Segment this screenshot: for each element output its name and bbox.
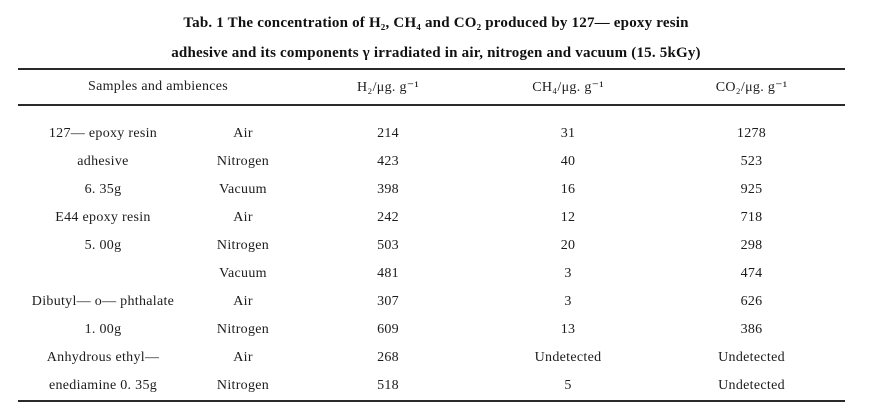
cell-co2-value: 474 <box>740 266 763 281</box>
table-row: E44 epoxy resin Air 242 12 718 <box>18 204 845 232</box>
cell-h2-value: 214 <box>377 126 399 141</box>
cell-ch4-value: 3 <box>564 266 572 281</box>
col-header-co2: CO₂/μg. g⁻¹ <box>658 68 846 106</box>
cell-sample: adhesive <box>77 154 129 169</box>
table-row: 1. 00g Nitrogen 609 13 386 <box>18 316 845 344</box>
cell-h2-value: 609 <box>377 322 399 337</box>
caption-line-2: adhesive and its components γ irradiated… <box>171 45 701 61</box>
cell-ch4-value: 12 <box>560 210 576 225</box>
cell-ambience: Air <box>233 294 253 309</box>
cell-sample: 127— epoxy resin <box>48 126 158 141</box>
data-table: Samples and ambiences H₂/μg. g⁻¹ CH₄/μg.… <box>18 68 846 402</box>
table-row: enediamine 0. 35g Nitrogen 518 5 Undetected <box>18 372 846 402</box>
cell-ambience: Air <box>233 350 253 365</box>
cell-ambience: Nitrogen <box>216 238 270 253</box>
cell-ch4-value: Undetected <box>534 350 602 365</box>
cell-co2-value: 298 <box>740 238 763 253</box>
table-row: 5. 00g Nitrogen 503 20 298 <box>18 232 845 260</box>
cell-h2-value: 398 <box>377 182 399 197</box>
cell-ambience: Nitrogen <box>188 372 299 402</box>
cell-h2-value: 503 <box>377 238 399 253</box>
cell-ch4-value: 5 <box>478 372 659 402</box>
cell-sample <box>18 260 188 288</box>
cell-co2-value: 1278 <box>736 126 767 141</box>
cell-ch4-value: 40 <box>560 154 576 169</box>
cell-co2-value: 626 <box>740 294 763 309</box>
cell-co2-value: 523 <box>740 154 763 169</box>
cell-co2-value: 386 <box>740 322 763 337</box>
col-header-samples-ambiences: Samples and ambiences <box>18 68 299 106</box>
cell-sample: 6. 35g <box>84 182 122 197</box>
cell-ambience: Vacuum <box>219 266 267 281</box>
cell-ambience: Air <box>233 126 253 141</box>
cell-ch4-value: 20 <box>560 238 576 253</box>
header-row: Samples and ambiences H₂/μg. g⁻¹ CH₄/μg.… <box>18 68 846 106</box>
cell-sample: E44 epoxy resin <box>55 210 151 225</box>
table-body: 127— epoxy resin Air 214 31 1278 adhesive Nitr… <box>18 105 846 402</box>
cell-ambience: Nitrogen <box>216 322 270 337</box>
cell-co2-value: Undetected <box>658 372 846 402</box>
table-row: 6. 35g Vacuum 398 16 925 <box>18 176 845 204</box>
caption-line-1: Tab. 1 The concentration of H₂, CH₄ and … <box>183 15 689 31</box>
cell-co2-value: 925 <box>740 182 763 197</box>
cell-h2-value: 423 <box>377 154 399 169</box>
cell-co2-value: 718 <box>740 210 763 225</box>
table-row: 127— epoxy resin Air 214 31 1278 <box>18 105 845 148</box>
cell-ch4-value: 13 <box>560 322 576 337</box>
table-row: Vacuum 481 3 474 <box>18 260 845 288</box>
cell-ambience: Vacuum <box>219 182 267 197</box>
cell-h2-value: 242 <box>377 210 399 225</box>
table-header: Samples and ambiences H₂/μg. g⁻¹ CH₄/μg.… <box>18 68 846 106</box>
cell-sample: 1. 00g <box>84 322 122 337</box>
table-caption: Tab. 1 The concentration of H₂, CH₄ and … <box>0 8 872 68</box>
cell-h2-value: 307 <box>377 294 399 309</box>
cell-h2-value: 481 <box>377 266 399 281</box>
cell-ch4-value: 16 <box>560 182 576 197</box>
col-header-ch4: CH₄/μg. g⁻¹ <box>478 68 659 106</box>
cell-ch4-value: 3 <box>564 294 572 309</box>
table-row: Dibutyl— o— phthalate Air 307 3 626 <box>18 288 845 316</box>
cell-sample: 5. 00g <box>84 238 122 253</box>
cell-h2-value: 268 <box>377 350 399 365</box>
cell-ambience: Air <box>233 210 253 225</box>
cell-sample: Anhydrous ethyl— <box>46 350 160 365</box>
col-header-h2: H₂/μg. g⁻¹ <box>298 68 479 106</box>
cell-ambience: Nitrogen <box>216 154 270 169</box>
cell-sample: Dibutyl— o— phthalate <box>31 294 175 309</box>
cell-h2-value: 518 <box>298 372 479 402</box>
table-row: adhesive Nitrogen 423 40 523 <box>18 148 845 176</box>
table-row: Anhydrous ethyl— Air 268 Undetected Undetect… <box>18 344 845 372</box>
cell-sample: enediamine 0. 35g <box>18 372 188 402</box>
cell-co2-value: Undetected <box>718 350 785 365</box>
cell-ch4-value: 31 <box>560 126 576 141</box>
